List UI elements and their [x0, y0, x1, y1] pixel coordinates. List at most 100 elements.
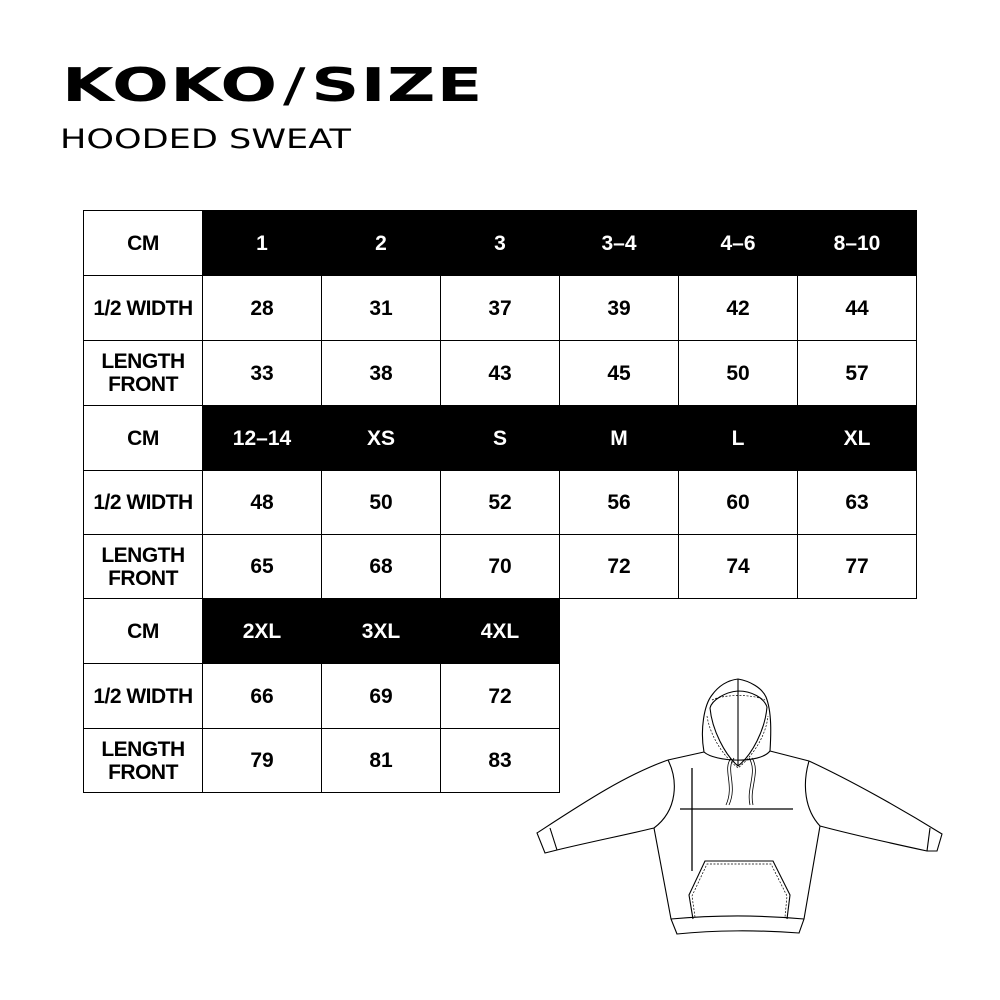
length-front-value-text: 70	[488, 555, 512, 578]
hood	[701, 678, 772, 769]
size-header-text: 4–6	[720, 231, 756, 255]
half-width-value-text: 31	[369, 296, 393, 320]
half-width-value-text: 63	[845, 491, 869, 514]
row-label-half-width-text: 1/2 WIDTH	[93, 684, 193, 708]
half-width-value: 66	[202, 663, 322, 729]
row-label-length-front: LENGTH FRONT	[83, 534, 203, 599]
brand-separator: /	[282, 58, 307, 112]
size-header: 2XL	[202, 598, 322, 664]
row-label-half-width: 1/2 WIDTH	[83, 275, 203, 341]
row-label-length-front-text: LENGTH FRONT	[101, 350, 185, 396]
length-front-value: 72	[559, 534, 679, 599]
length-front-value-text: 33	[250, 361, 274, 385]
length-front-value: 65	[202, 534, 322, 599]
half-width-value-text: 37	[488, 296, 512, 320]
size-header: 8–10	[797, 210, 917, 276]
length-front-value-text: 45	[607, 361, 631, 385]
unit-label-text: CM	[127, 231, 159, 255]
length-front-value: 74	[678, 534, 798, 599]
half-width-value: 50	[321, 470, 441, 535]
unit-label: CM	[83, 210, 203, 276]
unit-label: CM	[83, 598, 203, 664]
size-header: 3XL	[321, 598, 441, 664]
size-header-text: M	[610, 426, 628, 450]
size-header-text: 2XL	[242, 619, 282, 643]
drawstrings	[725, 757, 756, 806]
half-width-value: 44	[797, 275, 917, 341]
length-front-value: 43	[440, 340, 560, 406]
body	[653, 750, 821, 935]
size-header-text: S	[492, 426, 507, 450]
length-front-value-text: 57	[845, 361, 869, 385]
row-label-length-front: LENGTH FRONT	[83, 340, 203, 406]
half-width-value-text: 42	[726, 296, 750, 320]
half-width-value-text: 60	[726, 491, 750, 514]
length-front-value-text: 65	[250, 555, 274, 578]
size-header-text: 3–4	[601, 231, 637, 255]
size-header: L	[678, 405, 798, 471]
length-front-value: 83	[440, 728, 560, 793]
length-front-value-text: 50	[726, 361, 750, 385]
size-header: 4XL	[440, 598, 560, 664]
size-header-text: XL	[843, 426, 871, 450]
half-width-value: 31	[321, 275, 441, 341]
row-label-half-width-text: 1/2 WIDTH	[93, 491, 193, 514]
half-width-value-text: 28	[250, 296, 274, 320]
size-header: M	[559, 405, 679, 471]
length-front-value-text: 68	[369, 555, 393, 578]
length-front-value: 79	[202, 728, 322, 793]
half-width-value-text: 72	[488, 684, 512, 708]
size-header-text: 8–10	[833, 231, 881, 255]
row-label-half-width-text: 1/2 WIDTH	[93, 296, 193, 320]
length-front-value: 50	[678, 340, 798, 406]
length-front-value-text: 43	[488, 361, 512, 385]
half-width-value-text: 52	[488, 491, 512, 514]
size-header-text: 3XL	[361, 619, 401, 643]
half-width-value-text: 56	[607, 491, 631, 514]
size-header-text: 2	[375, 231, 387, 255]
length-front-value: 38	[321, 340, 441, 406]
size-header-text: 4XL	[480, 619, 520, 643]
half-width-value: 69	[321, 663, 441, 729]
length-front-value-text: 81	[369, 749, 393, 772]
length-front-value-text: 72	[607, 555, 631, 578]
length-front-value: 77	[797, 534, 917, 599]
half-width-value: 37	[440, 275, 560, 341]
unit-label-text: CM	[127, 619, 159, 643]
half-width-value-text: 69	[369, 684, 393, 708]
size-header: 4–6	[678, 210, 798, 276]
length-front-value-text: 38	[369, 361, 393, 385]
kangaroo-pocket	[688, 860, 791, 920]
left-sleeve	[536, 759, 669, 854]
size-header-text: 1	[256, 231, 268, 255]
row-label-half-width: 1/2 WIDTH	[83, 470, 203, 535]
length-front-value-text: 74	[726, 555, 750, 578]
row-label-half-width: 1/2 WIDTH	[83, 663, 203, 729]
row-label-length-front-text: LENGTH FRONT	[101, 543, 185, 590]
half-width-value-text: 44	[845, 296, 869, 320]
length-front-value-text: 77	[845, 555, 869, 578]
size-header-text: 3	[494, 231, 506, 255]
half-width-value-text: 66	[250, 684, 274, 708]
size-header: 1	[202, 210, 322, 276]
size-header-text: XS	[366, 426, 395, 450]
size-header-text: 12–14	[232, 426, 292, 450]
half-width-value-text: 50	[369, 491, 393, 514]
size-header: S	[440, 405, 560, 471]
length-front-value: 81	[321, 728, 441, 793]
size-header: 3	[440, 210, 560, 276]
half-width-value: 39	[559, 275, 679, 341]
brand-right: SIZE	[311, 58, 484, 112]
size-header: 12–14	[202, 405, 322, 471]
length-front-value: 45	[559, 340, 679, 406]
row-label-length-front-text: LENGTH FRONT	[101, 737, 185, 784]
length-front-value: 57	[797, 340, 917, 406]
size-header-text: L	[731, 426, 745, 450]
brand-left: KOKO	[62, 58, 279, 112]
half-width-value: 72	[440, 663, 560, 729]
length-front-value-text: 83	[488, 749, 512, 772]
unit-label-text: CM	[127, 426, 159, 450]
product-subtitle: HOODED SWEAT	[60, 124, 351, 155]
half-width-value-text: 48	[250, 491, 274, 514]
